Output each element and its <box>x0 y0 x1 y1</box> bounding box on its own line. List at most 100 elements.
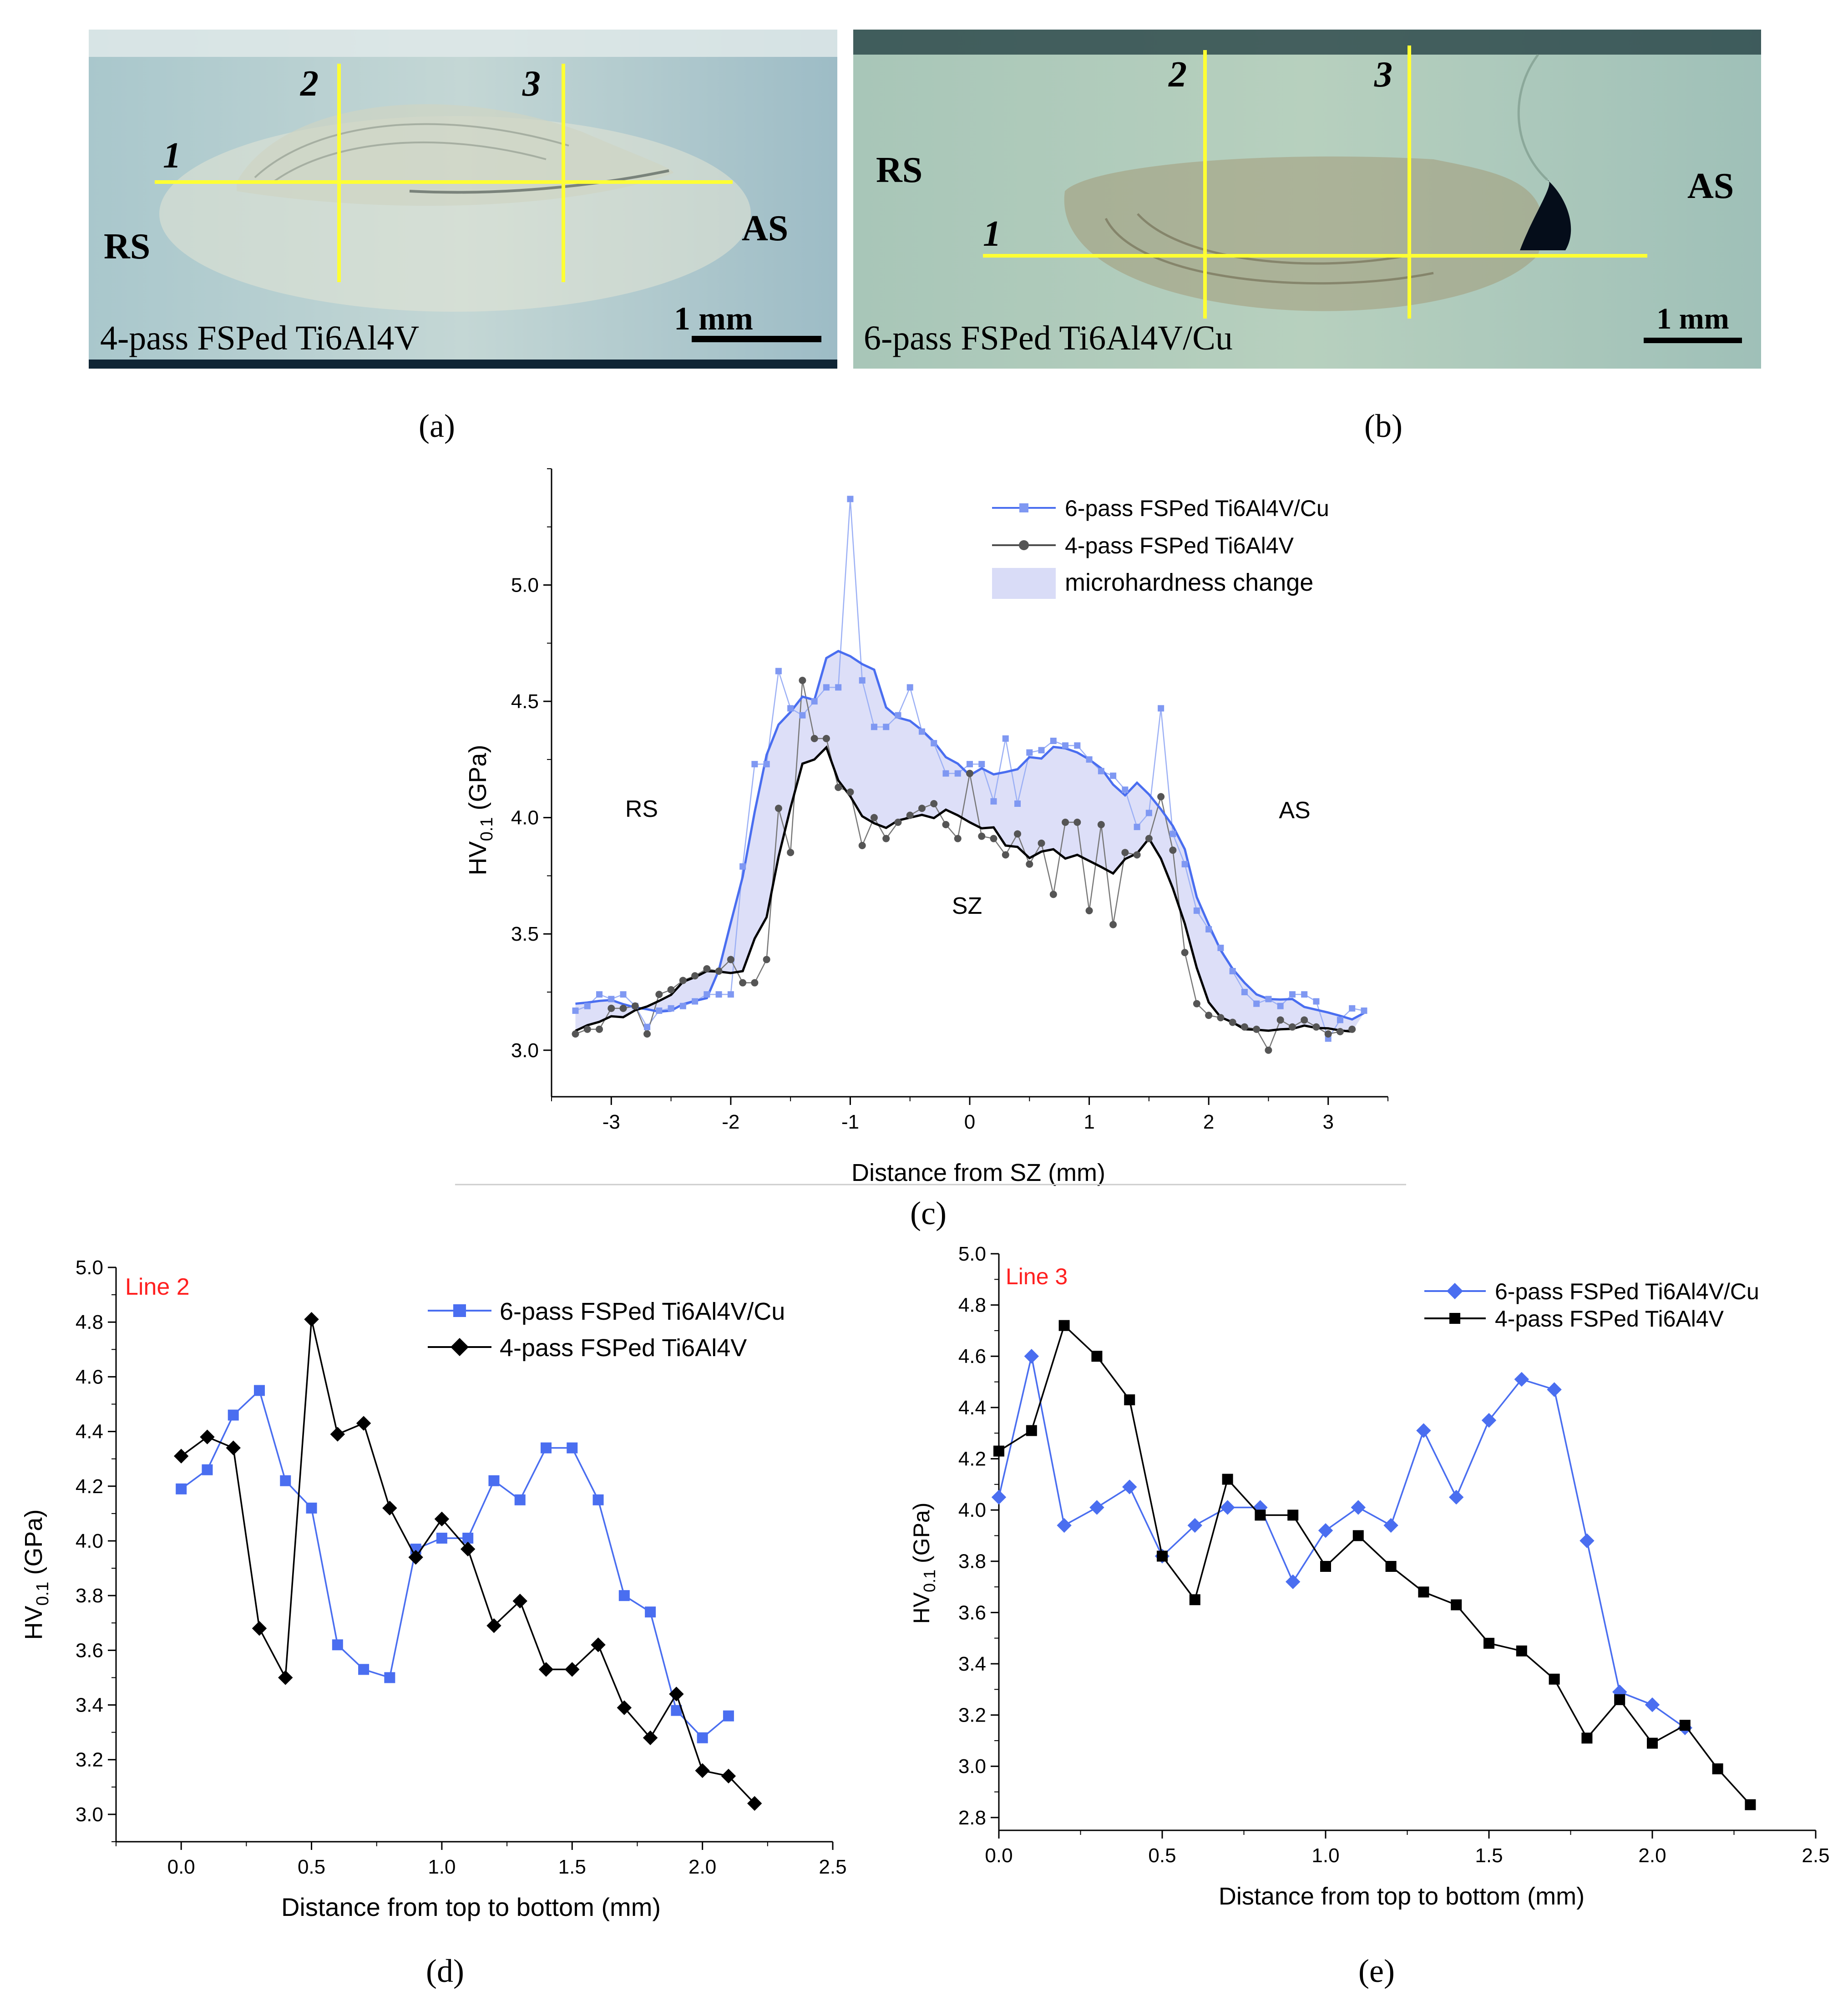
chart-d-point-black <box>460 1541 476 1557</box>
chart-e-point-blue <box>1449 1489 1464 1505</box>
chart-d-point-black <box>330 1427 345 1442</box>
chart-c-point-black <box>1026 860 1033 868</box>
chart-d-point-blue <box>645 1606 656 1618</box>
chart-d-point-black <box>538 1662 554 1677</box>
chart-c-point-blue <box>751 761 758 768</box>
chart-c-x-tick-label: 1 <box>1083 1111 1094 1133</box>
chart-c-point-black <box>1109 921 1117 928</box>
chart-d-point-blue <box>514 1494 526 1505</box>
chart-c-point-blue <box>1337 1017 1343 1023</box>
chart-c-x-tick-label: -1 <box>841 1111 859 1133</box>
chart-e-point-blue <box>1351 1500 1366 1515</box>
chart-c-point-blue <box>608 996 615 1003</box>
chart-e-point-blue <box>1089 1500 1104 1515</box>
chart-c-legend-black: 4-pass FSPed Ti6Al4V <box>1065 533 1294 558</box>
chart-c-point-blue <box>763 761 770 768</box>
chart-c-point-blue <box>1253 1000 1260 1007</box>
chart-e-x-axis-label: Distance from top to bottom (mm) <box>1219 1883 1585 1910</box>
chart-c-legend: 6-pass FSPed Ti6Al4V/Cu 4-pass FSPed Ti6… <box>992 496 1329 599</box>
chart-c-microhardness-fill <box>575 651 1364 1032</box>
micrograph-b-void <box>1520 180 1571 250</box>
chart-d-point-blue <box>567 1442 578 1454</box>
chart-d-point-blue <box>254 1385 265 1396</box>
chart-c-legend-fill: microhardness change <box>1065 569 1313 596</box>
chart-e-point-black <box>1614 1694 1625 1705</box>
chart-e-point-black <box>1352 1530 1364 1541</box>
chart-c-point-black <box>1181 949 1189 957</box>
chart-c-point-blue <box>859 677 866 684</box>
chart-c-point-blue <box>1193 907 1200 914</box>
chart-e-y-tick-label: 3.4 <box>958 1653 986 1675</box>
chart-e-point-black <box>1418 1586 1429 1598</box>
chart-c-point-black <box>1169 846 1177 854</box>
chart-d-point-blue <box>280 1475 291 1486</box>
chart-c-point-black <box>727 956 734 963</box>
chart-e-point-black <box>1647 1738 1658 1749</box>
chart-d-point-black <box>173 1449 189 1464</box>
micrograph-a-bottom-edge <box>89 360 837 369</box>
chart-c-point-blue <box>620 991 627 998</box>
chart-d-legend-marker-black <box>451 1338 469 1356</box>
chart-c-point-black <box>572 1030 579 1038</box>
chart-d-x-tick-label: 0.0 <box>167 1856 195 1878</box>
chart-e: 0.0 0.5 1.0 1.5 2.0 2.5 2.8 3.0 3.2 3.4 3.6 3.8 4.0 4… <box>909 1243 1830 1910</box>
chart-c-point-black <box>703 965 711 973</box>
chart-c-point-black <box>858 842 866 849</box>
chart-c-point-blue <box>883 724 890 730</box>
caption-b: (b) <box>1364 408 1402 444</box>
chart-c-point-black <box>1324 1030 1332 1038</box>
chart-c-point-blue <box>1265 996 1272 1003</box>
chart-e-point-black <box>1124 1394 1135 1405</box>
chart-c-point-blue <box>1002 735 1009 742</box>
chart-c-point-blue <box>1229 968 1236 974</box>
chart-d-point-black <box>669 1687 684 1702</box>
chart-e-point-black <box>1549 1673 1560 1685</box>
chart-c-point-black <box>1133 851 1141 859</box>
chart-d-x-tick-label: 2.5 <box>819 1856 846 1878</box>
chart-c-point-blue <box>871 724 877 730</box>
chart-e-point-black <box>1091 1351 1103 1362</box>
chart-c-point-black <box>978 832 986 840</box>
chart-d-point-black <box>721 1768 736 1783</box>
line-label-2-a: 2 <box>300 64 319 104</box>
chart-d-point-black <box>617 1700 632 1715</box>
chart-e-y-tick-label: 4.4 <box>958 1397 986 1419</box>
chart-c-point-blue <box>1014 800 1021 807</box>
chart-c-point-black <box>1276 1016 1284 1024</box>
chart-c-y-tick-label: 4.0 <box>511 807 539 829</box>
chart-d-point-black <box>278 1670 293 1685</box>
chart-c-point-black <box>1062 818 1069 826</box>
chart-c-point-black <box>1193 1000 1200 1008</box>
chart-c-point-blue <box>1181 861 1188 867</box>
chart-e-x-tick-label: 2.5 <box>1802 1844 1829 1867</box>
chart-c-point-blue <box>572 1007 579 1014</box>
chart-c-y-axis-label: HV0.1 (GPa) <box>464 745 496 876</box>
chart-c-point-black <box>870 814 878 821</box>
chart-e-point-black <box>1516 1645 1527 1656</box>
chart-c-y-tick-label: 4.5 <box>511 690 539 713</box>
sample-label-b: 6-pass FSPed Ti6Al4V/Cu <box>864 319 1233 357</box>
chart-c-point-blue <box>1217 944 1224 951</box>
chart-c-legend-fill-swatch <box>992 568 1056 599</box>
chart-d-point-blue <box>697 1732 708 1743</box>
chart-c-point-blue <box>835 684 842 691</box>
chart-c-point-blue <box>715 991 722 998</box>
chart-c-point-blue <box>1050 738 1057 744</box>
chart-d-legend-black: 4-pass FSPed Ti6Al4V <box>500 1334 747 1362</box>
chart-c-point-black <box>882 835 890 842</box>
chart-e-point-black <box>1320 1560 1331 1572</box>
chart-d-point-blue <box>488 1475 500 1486</box>
chart-d-point-black <box>226 1440 241 1455</box>
chart-c-point-black <box>763 956 770 963</box>
chart-c-y-tick-label: 3.5 <box>511 923 539 945</box>
chart-c-point-blue <box>895 712 901 719</box>
chart-e-y-tick-label: 3.6 <box>958 1601 986 1624</box>
chart-e-point-black <box>1222 1474 1233 1485</box>
chart-e-y-tick-label: 3.2 <box>958 1704 986 1727</box>
chart-c-point-blue <box>811 698 818 705</box>
chart-e-point-blue <box>1645 1697 1660 1712</box>
chart-c-x-axis-label: Distance from SZ (mm) <box>851 1159 1105 1186</box>
chart-c-point-black <box>1312 1023 1320 1031</box>
chart-c-point-black <box>810 735 818 742</box>
